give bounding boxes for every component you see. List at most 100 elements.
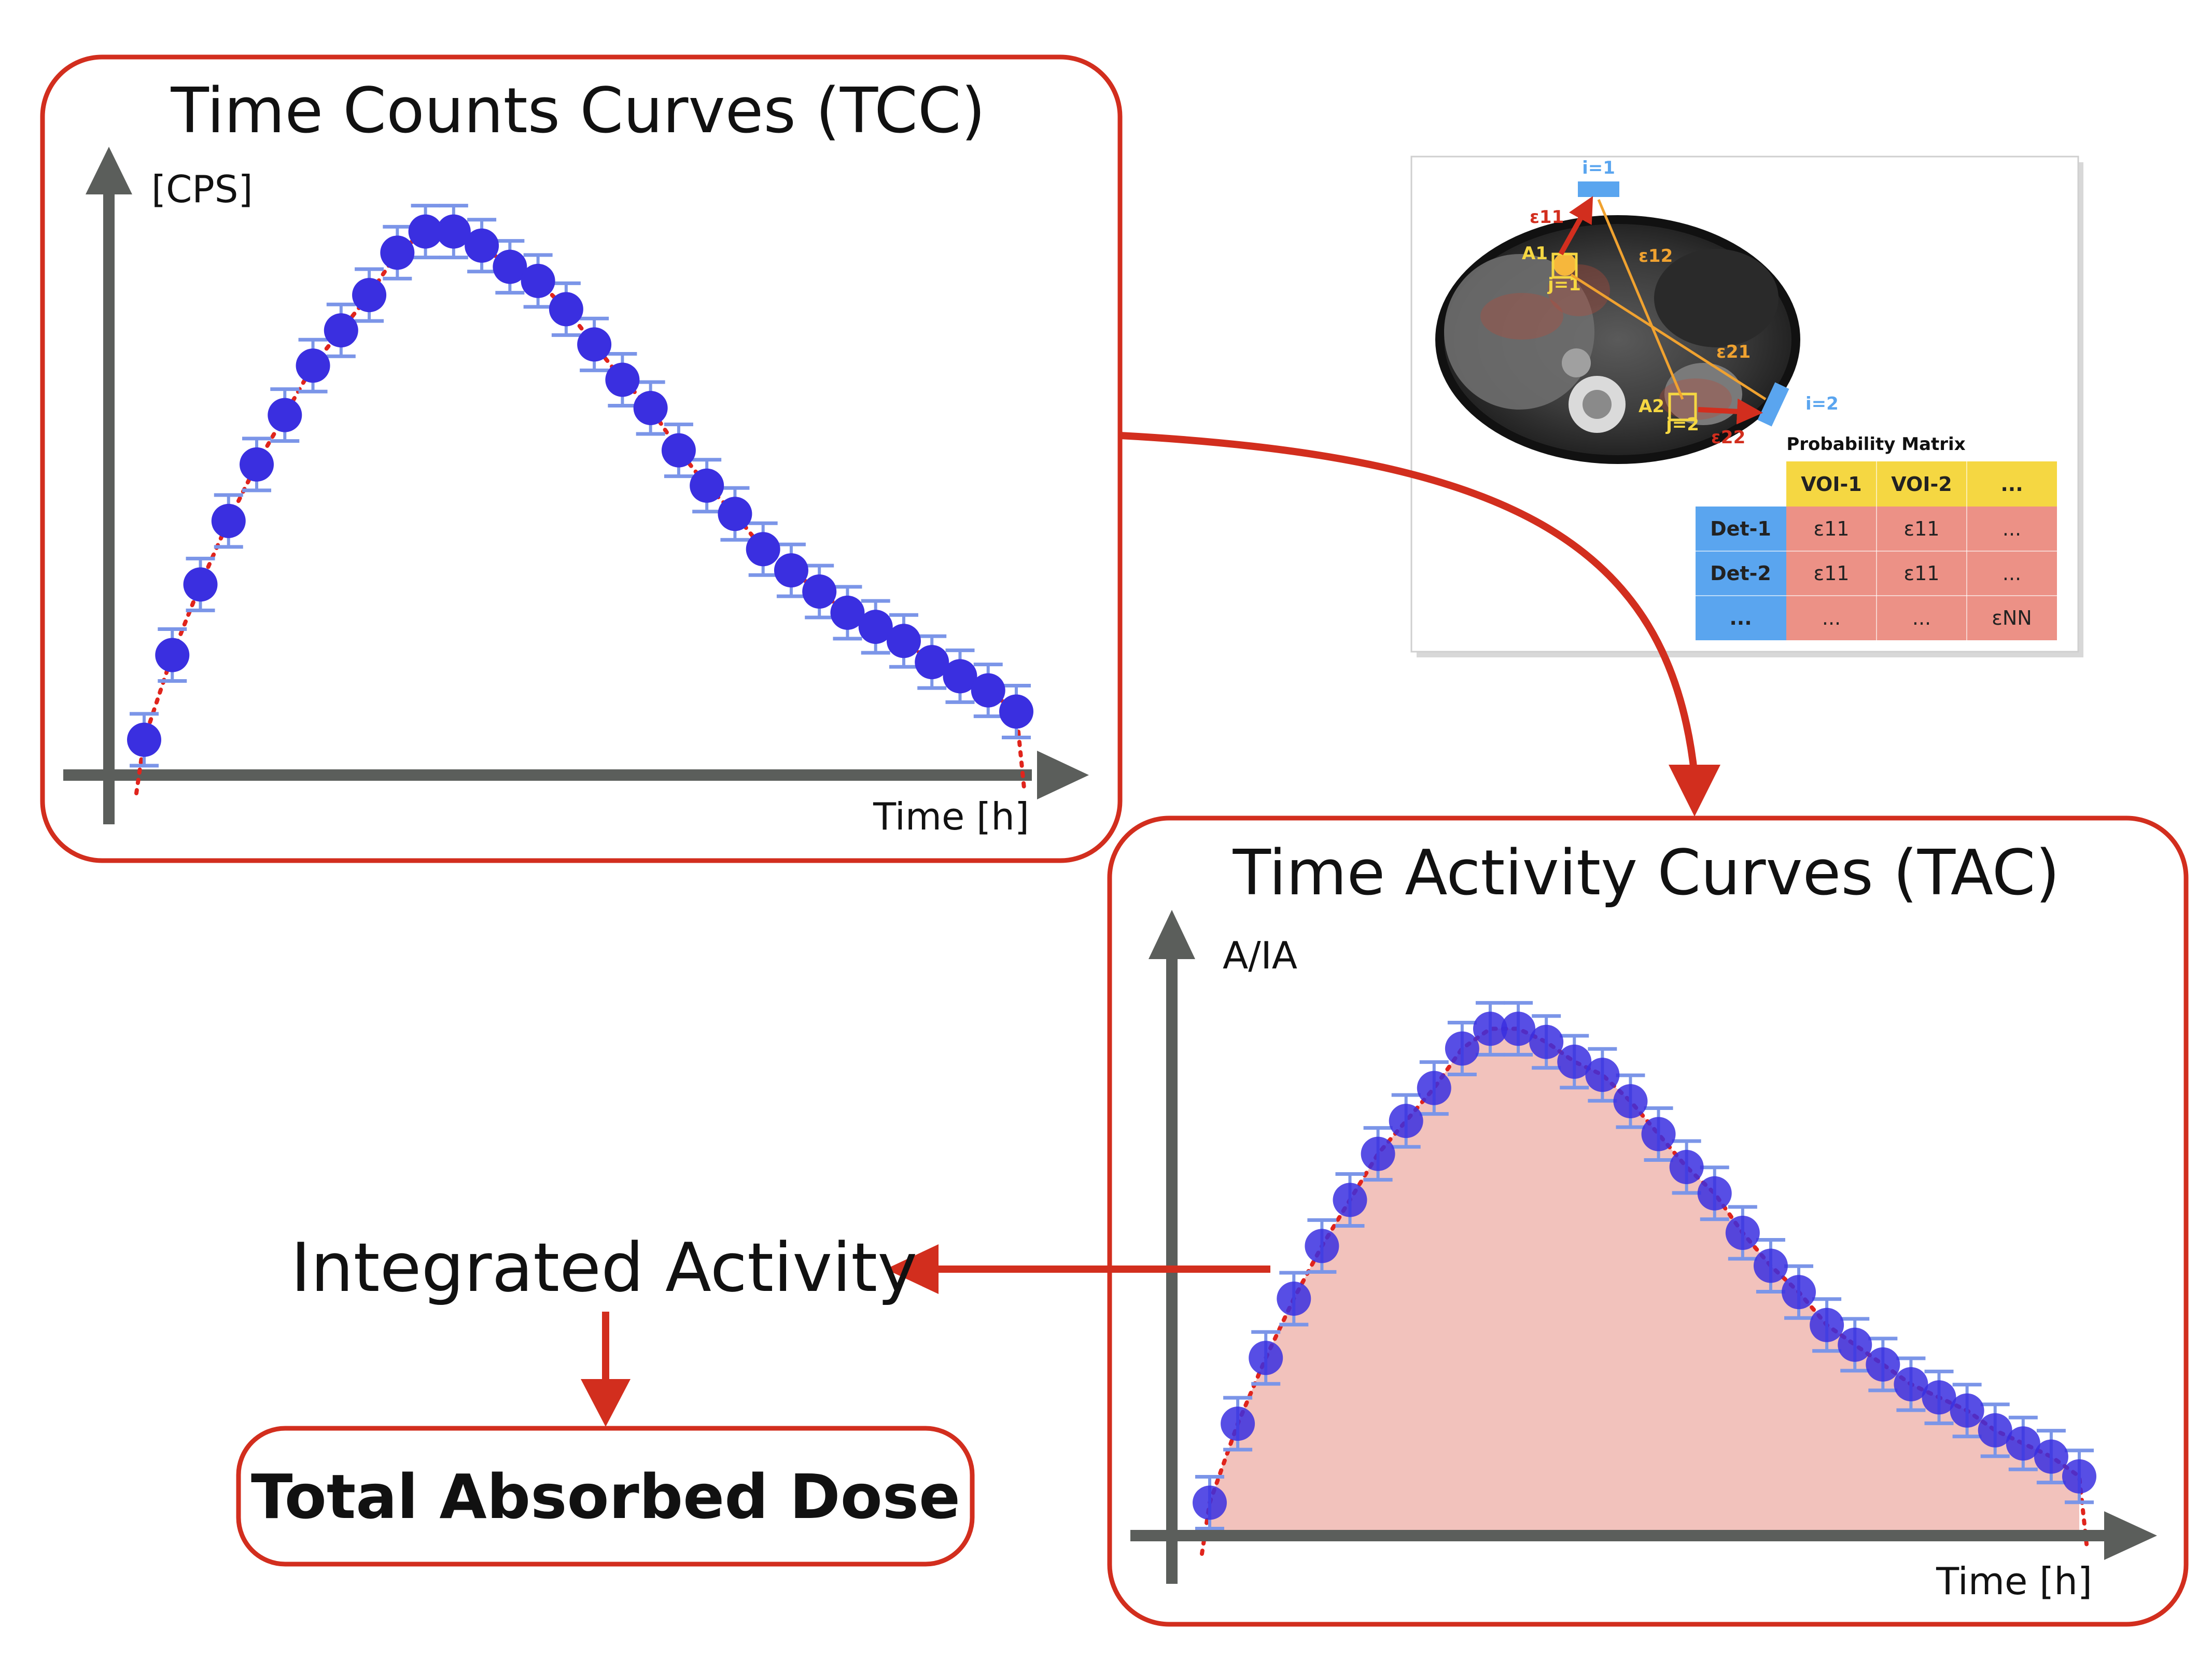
matrix-cell: ... xyxy=(2003,562,2021,585)
data-point xyxy=(1978,1413,2012,1447)
matrix-cell: ε11 xyxy=(1904,562,1940,585)
data-point xyxy=(268,398,302,432)
tcc-panel: Time Counts Curves (TCC) [CPS] Time [h] xyxy=(40,54,1123,863)
data-point xyxy=(296,348,330,383)
ct-probability-panel: i=1 i=2 A1 A2 j=1 j=2 ε11 ε12 ε21 ε22 Pr… xyxy=(1410,156,2083,657)
matrix-col-header: VOI-1 xyxy=(1801,473,1861,496)
eps11-arrow xyxy=(1558,196,1593,256)
ct-spine-core xyxy=(1583,390,1612,419)
eps22-arrow xyxy=(1698,398,1763,425)
matrix-title: Probability Matrix xyxy=(1786,434,1965,455)
data-point xyxy=(1529,1024,1564,1059)
data-point xyxy=(605,362,640,397)
data-point xyxy=(1753,1248,1788,1283)
data-point xyxy=(971,673,1005,708)
voi-2-box xyxy=(1668,392,1697,421)
data-point xyxy=(1782,1275,1816,1310)
tcc-frame xyxy=(40,54,1123,863)
data-point xyxy=(1417,1071,1451,1105)
data-point xyxy=(1221,1407,1255,1441)
data-point xyxy=(521,263,555,298)
voi-1-box xyxy=(1551,252,1578,279)
tcc-x-arrowhead xyxy=(1037,751,1089,799)
detector-1-label: i=1 xyxy=(1582,158,1615,178)
data-point xyxy=(127,722,161,757)
matrix-col-header: ... xyxy=(2000,473,2023,496)
data-point xyxy=(1641,1117,1676,1151)
ct-uptake-1 xyxy=(1480,293,1563,340)
matrix-cell: εNN xyxy=(1992,607,2032,629)
data-point xyxy=(1333,1183,1367,1217)
tac-x-arrowhead xyxy=(2104,1511,2157,1560)
total-absorbed-dose-label: Total Absorbed Dose xyxy=(251,1461,960,1533)
data-point xyxy=(999,694,1033,729)
data-point xyxy=(774,553,808,588)
matrix-cell: ε11 xyxy=(1814,517,1850,540)
data-point xyxy=(1950,1393,1984,1428)
eps21-line xyxy=(1570,273,1767,401)
data-point xyxy=(577,327,612,362)
eps12-label: ε12 xyxy=(1639,246,1673,266)
tac-x-label: Time [h] xyxy=(1936,1559,2092,1603)
data-point xyxy=(1613,1084,1648,1119)
eps21-label: ε21 xyxy=(1716,342,1751,362)
data-point xyxy=(858,610,893,644)
data-point xyxy=(718,497,752,531)
data-point xyxy=(1725,1215,1760,1250)
a2-label: A2 xyxy=(1639,396,1664,417)
data-point xyxy=(886,624,921,658)
ct-liver xyxy=(1444,254,1594,410)
data-point xyxy=(915,645,949,680)
data-point xyxy=(1894,1367,1928,1401)
data-point xyxy=(155,638,190,672)
integrated-to-dose-arrowhead xyxy=(581,1379,631,1427)
eps11-label: ε11 xyxy=(1530,207,1564,228)
detector-2-label: i=2 xyxy=(1805,393,1839,414)
tcc-plot xyxy=(127,204,1033,795)
data-point xyxy=(324,313,358,348)
data-point xyxy=(436,214,471,249)
fit-curve xyxy=(134,229,1026,795)
tac-y-arrowhead xyxy=(1149,910,1195,959)
tcc-y-arrowhead xyxy=(86,147,132,194)
data-point xyxy=(2006,1426,2040,1461)
tcc-y-label: [CPS] xyxy=(151,167,253,211)
data-point xyxy=(352,278,387,313)
data-point xyxy=(943,659,977,694)
data-point xyxy=(2062,1459,2096,1494)
data-point xyxy=(1697,1176,1732,1211)
data-point xyxy=(493,249,527,284)
data-point xyxy=(465,228,499,263)
tac-to-integrated-arrowhead xyxy=(886,1244,939,1294)
data-point xyxy=(802,574,837,609)
matrix-row-labels-bg xyxy=(1696,507,1786,640)
matrix-cell: ... xyxy=(2003,517,2021,540)
tac-y-label: A/IA xyxy=(1223,934,1297,977)
data-point xyxy=(549,292,583,327)
data-point xyxy=(240,447,274,482)
ct-slice-image xyxy=(1435,215,1800,464)
data-point xyxy=(1557,1044,1592,1079)
data-point xyxy=(1866,1347,1900,1382)
matrix-cells-bg xyxy=(1786,507,2057,640)
data-point xyxy=(2034,1439,2068,1474)
integrated-activity-label: Integrated Activity xyxy=(291,1228,917,1307)
total-absorbed-dose-box xyxy=(236,1426,975,1567)
data-point xyxy=(1585,1058,1620,1092)
matrix-row-label: Det-2 xyxy=(1710,562,1771,585)
data-point xyxy=(183,567,218,602)
data-point xyxy=(746,532,780,567)
matrix-cell: ... xyxy=(1912,607,1931,629)
matrix-col-header: VOI-2 xyxy=(1891,473,1952,496)
tac-panel: Time Activity Curves (TAC) A/IA Time [h] xyxy=(1107,816,2189,1627)
data-point xyxy=(1249,1341,1283,1375)
matrix-cell: ε11 xyxy=(1814,562,1850,585)
ct-stomach xyxy=(1654,249,1779,347)
matrix-cell: ε11 xyxy=(1904,517,1940,540)
tcc-to-tac-arrowhead xyxy=(1669,765,1720,817)
j2-label: j=2 xyxy=(1665,414,1699,435)
matrix-row-label: ... xyxy=(1729,607,1752,629)
data-point xyxy=(690,468,724,503)
data-point xyxy=(1361,1136,1395,1171)
eps12-line xyxy=(1597,199,1684,400)
